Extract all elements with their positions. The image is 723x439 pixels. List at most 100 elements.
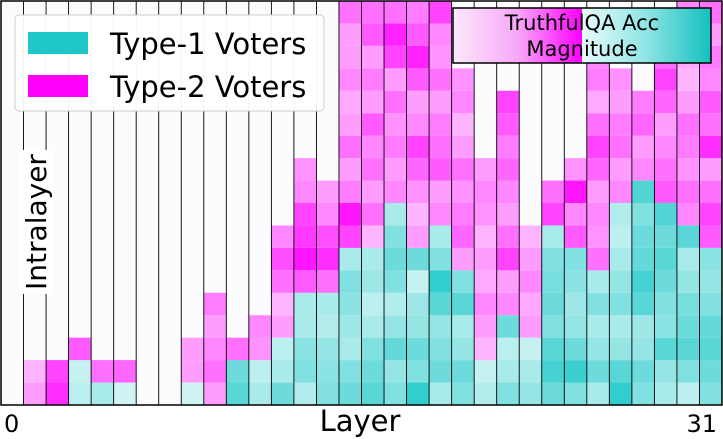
heatmap-cell-type2 (676, 113, 700, 136)
heatmap-cell-type2 (451, 135, 475, 159)
heatmap-cell-type1 (699, 247, 722, 271)
heatmap-cell-type2 (429, 203, 452, 226)
heatmap-cell-type1 (631, 270, 655, 293)
heatmap-cell-type1 (676, 360, 700, 383)
heatmap-cell-type1 (451, 360, 475, 383)
heatmap-cell-type2 (496, 203, 520, 226)
heatmap-cell-type2 (699, 225, 722, 248)
heatmap-cell-type2 (474, 180, 497, 203)
heatmap-cell-type1 (316, 337, 339, 361)
heatmap-cell-type2 (203, 337, 227, 361)
heatmap-cell-type1 (519, 360, 542, 383)
heatmap-cell-type2 (474, 315, 497, 338)
heatmap-cell-type2 (203, 382, 227, 405)
heatmap-cell-type1 (676, 382, 700, 405)
heatmap-cell-type1 (451, 337, 475, 361)
heatmap-cell-type2 (586, 158, 610, 181)
heatmap-cell-type1 (316, 292, 339, 316)
heatmap-cell-type2 (609, 180, 632, 203)
heatmap-cell-type2 (203, 315, 227, 338)
heatmap-cell-type2 (676, 158, 700, 181)
heatmap-cell-type2 (361, 113, 385, 136)
heatmap-cell-type1 (316, 360, 339, 383)
legend-label-type2: Type-2 Voters (109, 70, 306, 104)
heatmap-cell-type1 (384, 360, 407, 383)
heatmap-cell-type1 (474, 360, 497, 383)
heatmap-cell-type2 (586, 68, 610, 91)
heatmap-cell-type1 (429, 337, 452, 361)
heatmap-cell-type1 (451, 382, 475, 405)
heatmap-cell-type1 (541, 225, 565, 248)
heatmap-cell-type2 (586, 180, 610, 203)
heatmap-cell-type2 (451, 113, 475, 136)
heatmap-cell-type2 (406, 68, 430, 91)
heatmap-cell-type2 (406, 203, 430, 226)
heatmap-cell-type1 (654, 225, 677, 248)
heatmap-cell-type2 (384, 135, 407, 159)
heatmap-cell-type1 (406, 382, 430, 405)
heatmap-cell-type2 (361, 68, 385, 91)
heatmap-cell-type2 (564, 180, 587, 203)
heatmap-cell-type1 (361, 382, 385, 405)
heatmap-cell-type1 (541, 360, 565, 383)
heatmap-cell-type2 (474, 247, 497, 271)
heatmap-cell-type2 (474, 203, 497, 226)
heatmap-cell-type2 (384, 158, 407, 181)
heatmap-cell-type2 (496, 113, 520, 136)
heatmap-cell-type1 (361, 247, 385, 271)
heatmap-cell-type2 (338, 90, 362, 114)
heatmap-cell-type1 (474, 382, 497, 405)
heatmap-cell-type1 (496, 382, 520, 405)
heatmap-cell-type2 (46, 382, 69, 405)
heatmap-cell-type1 (541, 247, 565, 271)
heatmap-cell-type2 (474, 270, 497, 293)
heatmap-cell-type1 (586, 382, 610, 405)
heatmap-cell-type1 (406, 360, 430, 383)
heatmap-cell-type1 (699, 382, 722, 405)
heatmap-cell-type2 (564, 203, 587, 226)
heatmap-cell-type1 (631, 247, 655, 271)
heatmap-cell-type1 (586, 337, 610, 361)
heatmap-cell-type1 (406, 315, 430, 338)
heatmap-cell-type2 (316, 270, 339, 293)
heatmap-cell-type1 (631, 315, 655, 338)
heatmap-cell-type1 (609, 225, 632, 248)
heatmap-cell-type2 (564, 158, 587, 181)
heatmap-cell-type2 (338, 135, 362, 159)
heatmap-cell-type2 (586, 90, 610, 114)
heatmap-cell-type2 (316, 203, 339, 226)
heatmap-cell-type2 (271, 292, 294, 316)
heatmap-cell-type1 (564, 382, 587, 405)
plot-frame (0, 0, 723, 406)
heatmap-cell-type1 (541, 382, 565, 405)
heatmap-cell-type2 (654, 90, 677, 114)
heatmap-cell-type2 (609, 113, 632, 136)
heatmap-cell-type2 (699, 135, 722, 159)
heatmap-cell-type2 (564, 225, 587, 248)
heatmap-cell-type2 (609, 158, 632, 181)
heatmap-cell-type2 (474, 158, 497, 181)
heatmap-cell-type1 (451, 270, 475, 293)
heatmap-cell-type1 (654, 292, 677, 316)
heatmap-cell-type1 (361, 337, 385, 361)
heatmap-cell-type1 (338, 292, 362, 316)
heatmap-cell-type1 (384, 315, 407, 338)
y-axis-label-bg (18, 150, 54, 294)
heatmap-cell-type2 (699, 68, 722, 91)
heatmap-cell-type2 (496, 270, 520, 293)
heatmap-cell-type2 (248, 315, 272, 338)
heatmap-cell-type1 (384, 247, 407, 271)
heatmap-cell-type2 (451, 90, 475, 114)
heatmap-cell-type1 (631, 180, 655, 203)
heatmap-cell-type2 (496, 90, 520, 114)
heatmap-cell-type2 (406, 113, 430, 136)
heatmap-cell-type1 (338, 382, 362, 405)
heatmap-cell-type2 (361, 158, 385, 181)
heatmap-cell-type1 (676, 337, 700, 361)
heatmap-cell-type1 (654, 203, 677, 226)
heatmap-cell-type1 (654, 382, 677, 405)
heatmap-cell-type1 (429, 270, 452, 293)
legend-swatch-type2 (28, 75, 88, 97)
heatmap-cell-type2 (406, 135, 430, 159)
heatmap-cell-type2 (429, 158, 452, 181)
